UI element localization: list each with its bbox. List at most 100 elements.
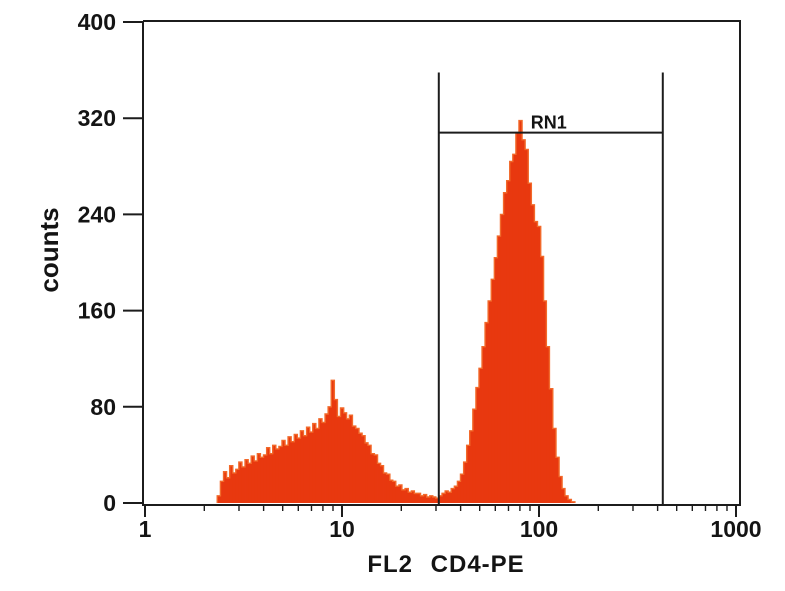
histogram-bar (540, 256, 544, 503)
histogram-bar (306, 427, 311, 503)
histogram-bar (475, 387, 480, 503)
histogram-bar (401, 489, 406, 503)
histogram-bar (531, 204, 535, 503)
histogram-bar (334, 399, 338, 503)
histogram-bar (331, 380, 335, 503)
histogram-bar (405, 488, 409, 503)
histogram-bar (257, 453, 261, 503)
histogram-bar (568, 499, 572, 503)
histogram-bar (537, 226, 542, 503)
axis-ticks: 0 80 160 240 320 400 1 10 100 1000 (78, 9, 762, 542)
histogram-bar (220, 481, 224, 503)
x-tick-label: 100 (520, 516, 558, 542)
histogram-bar (543, 300, 547, 503)
histogram-bar (377, 463, 381, 503)
histogram-bar (494, 257, 498, 503)
histogram-bar (297, 438, 301, 503)
histogram-outline (216, 119, 576, 503)
histogram-bar (408, 492, 412, 503)
histogram-bar (546, 346, 550, 503)
histogram-bar (238, 462, 243, 503)
y-tick-label: 320 (78, 105, 116, 131)
histogram-bar (288, 436, 292, 503)
histogram-bar (525, 149, 529, 503)
histogram-bar (321, 422, 326, 503)
histogram-bar (509, 161, 514, 504)
histogram-bars (216, 119, 576, 504)
histogram-bar (556, 457, 560, 503)
histogram-bar (315, 428, 320, 503)
histogram-bar (248, 463, 252, 503)
histogram-bar (562, 488, 566, 503)
histogram-bar (380, 465, 384, 503)
x-tick-label: 1 (139, 516, 152, 542)
histogram-bar (235, 469, 240, 503)
histogram-bar (438, 495, 443, 503)
histogram-bar (251, 456, 255, 503)
histogram-bar (340, 408, 345, 503)
histogram-bar (328, 406, 332, 503)
histogram-bar (232, 472, 237, 503)
histogram-bar (552, 428, 557, 503)
histogram-bar (423, 494, 428, 503)
histogram-bar (411, 490, 415, 503)
histogram-bar (454, 486, 458, 503)
histogram-bar (432, 496, 437, 503)
histogram-bar (389, 480, 394, 503)
histogram-bar (435, 498, 440, 503)
histogram-bar (355, 428, 360, 503)
histogram-bar (485, 322, 489, 504)
histogram-bar (374, 454, 378, 503)
histogram-bar (491, 279, 495, 503)
histogram-bar (518, 120, 523, 504)
histogram-bar (312, 423, 317, 503)
histogram-bar (300, 430, 304, 503)
histogram-bar (294, 434, 298, 503)
histogram-bar (343, 412, 347, 503)
x-tick-label: 1000 (710, 516, 761, 542)
histogram-bar (549, 388, 554, 503)
histogram-bar (463, 462, 468, 503)
histogram-bar (460, 474, 465, 503)
histogram-bar (466, 445, 471, 503)
gate-marker-label: RN1 (531, 113, 567, 133)
histogram-bar (442, 493, 446, 503)
histogram-bar (522, 139, 526, 503)
histogram-bar (254, 460, 258, 503)
x-axis-label: FL2 CD4-PE (367, 551, 524, 578)
histogram-bar (429, 495, 434, 503)
histogram-bar (479, 368, 483, 503)
histogram-bar (365, 442, 369, 504)
histogram-bar (528, 183, 532, 503)
histogram-bar (346, 418, 350, 503)
histogram-bar (392, 481, 397, 503)
histogram-bar (291, 441, 295, 503)
histogram-bar (282, 440, 286, 503)
histogram-bar (272, 445, 277, 503)
histogram-bar (383, 472, 388, 503)
histogram-bar (469, 430, 474, 503)
histogram-bar (448, 492, 452, 503)
histogram-bar (309, 432, 314, 503)
histogram-bar (362, 435, 366, 503)
histogram-bar (426, 496, 431, 503)
x-tick-label: 10 (329, 516, 355, 542)
histogram-bar (515, 132, 520, 503)
histogram-bar (506, 180, 511, 504)
y-tick-label: 80 (90, 394, 116, 420)
histogram-bar (398, 484, 403, 503)
histogram-bar (226, 477, 231, 503)
histogram-bar (278, 446, 283, 503)
histogram-bar (263, 454, 268, 503)
histogram-bar (223, 471, 227, 503)
histogram-bar (457, 481, 461, 503)
y-axis-label: counts (34, 207, 64, 292)
histogram-bar (229, 465, 234, 503)
histogram-bar (451, 488, 455, 503)
histogram-bar (318, 418, 323, 503)
histogram-bar (217, 495, 221, 503)
histogram-bar (245, 459, 249, 503)
histogram-bar (488, 300, 492, 503)
histogram-bar (269, 453, 274, 503)
